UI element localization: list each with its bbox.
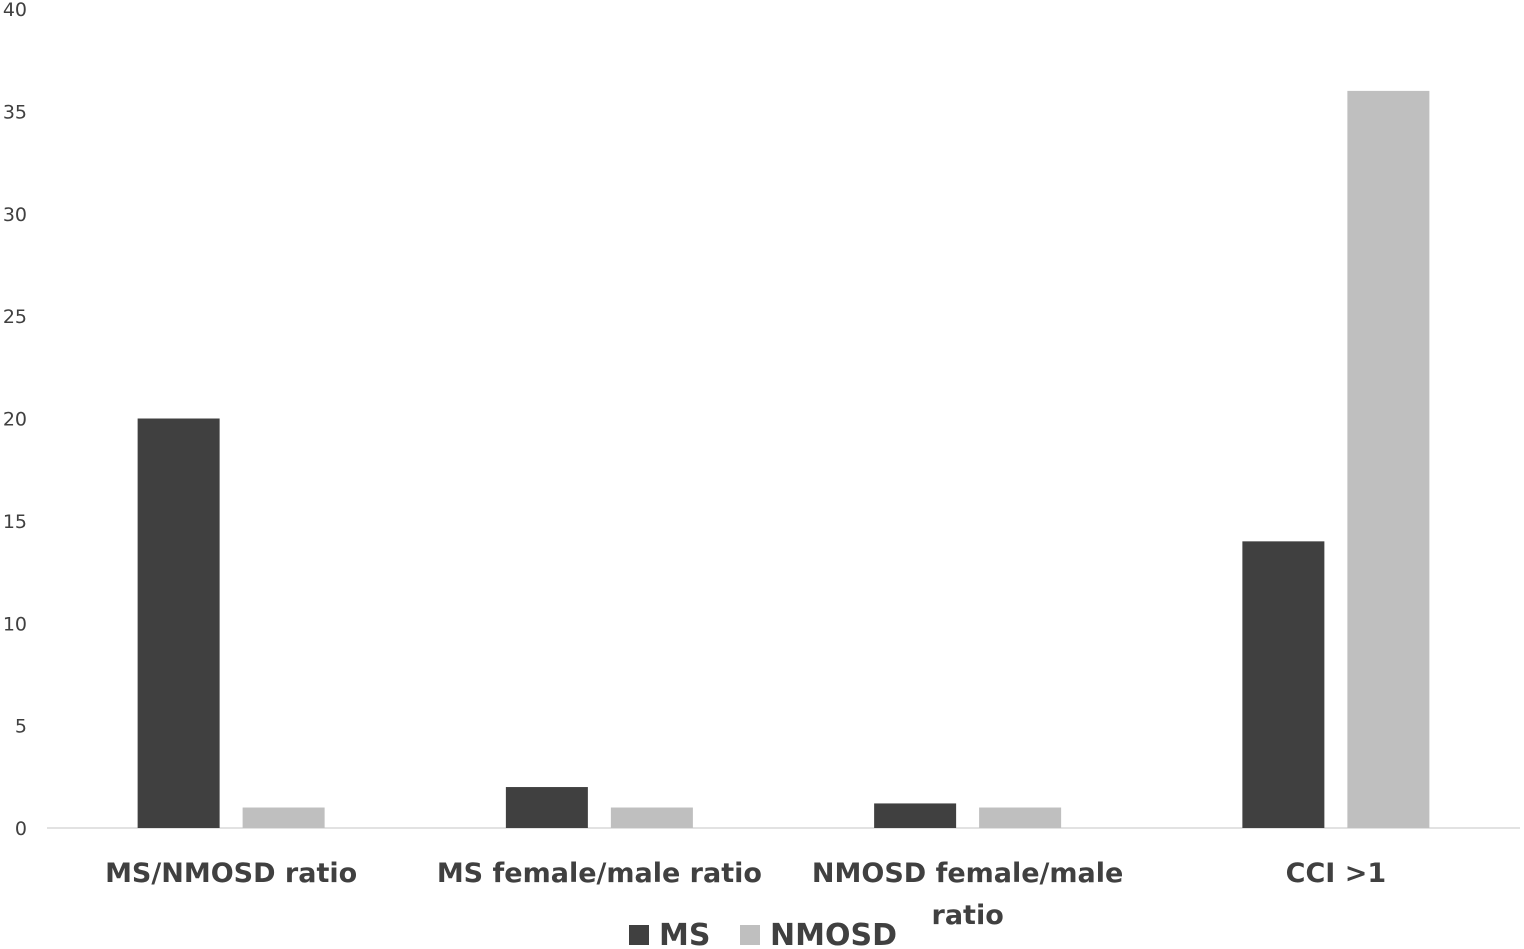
bar-nmosd-2 [979,807,1062,828]
bar-ms-0 [137,418,220,828]
category-label-0-line-0: MS/NMOSD ratio [105,858,357,889]
y-tick-label-8: 40 [3,0,27,21]
y-axis-tick-labels: 0 5 10 15 20 25 30 35 40 [3,0,27,840]
bar-nmosd-1 [610,807,693,828]
y-tick-label-0: 0 [15,818,27,840]
category-label-3-line-0: CCI >1 [1286,858,1387,889]
y-tick-label-7: 35 [3,101,27,123]
legend-swatch-nmosd [740,925,760,945]
y-tick-label-1: 5 [15,716,27,738]
y-tick-label-4: 20 [3,409,27,431]
bars [137,90,1430,828]
legend: MS NMOSD [629,918,897,949]
legend-label-ms: MS [659,918,710,949]
bar-ms-1 [505,787,588,828]
bar-nmosd-0 [242,807,325,828]
y-tick-label-6: 30 [3,204,27,226]
bar-nmosd-3 [1347,90,1430,828]
y-tick-label-5: 25 [3,306,27,328]
legend-label-nmosd: NMOSD [770,918,897,949]
y-tick-label-3: 15 [3,511,27,533]
bar-ms-2 [874,803,957,828]
y-tick-label-2: 10 [3,613,27,635]
bar-ms-3 [1242,541,1325,828]
category-label-1-line-0: MS female/male ratio [437,858,762,889]
category-label-2-line-0: NMOSD female/male [812,858,1123,889]
x-axis-category-labels: MS/NMOSD ratio MS female/male ratio NMOSD … [105,858,1386,931]
legend-swatch-ms [629,925,649,945]
category-label-2-line-1: ratio [932,900,1004,931]
